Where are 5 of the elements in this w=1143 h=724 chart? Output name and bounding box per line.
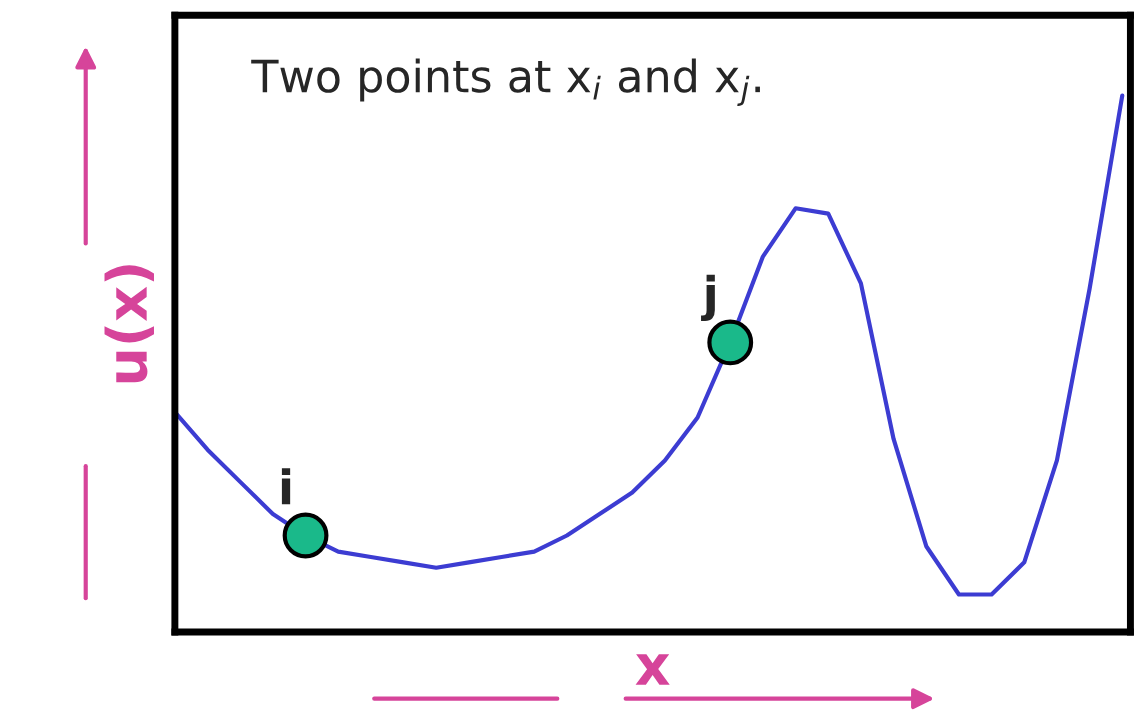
annotation: Two points at x$_{i}$ and x$_{j}$. <box>251 58 760 106</box>
x-axis-title: x <box>635 654 670 685</box>
y-axis-title: u(x) <box>104 265 154 383</box>
annotation: j <box>701 274 715 321</box>
annotation: i <box>281 468 291 505</box>
